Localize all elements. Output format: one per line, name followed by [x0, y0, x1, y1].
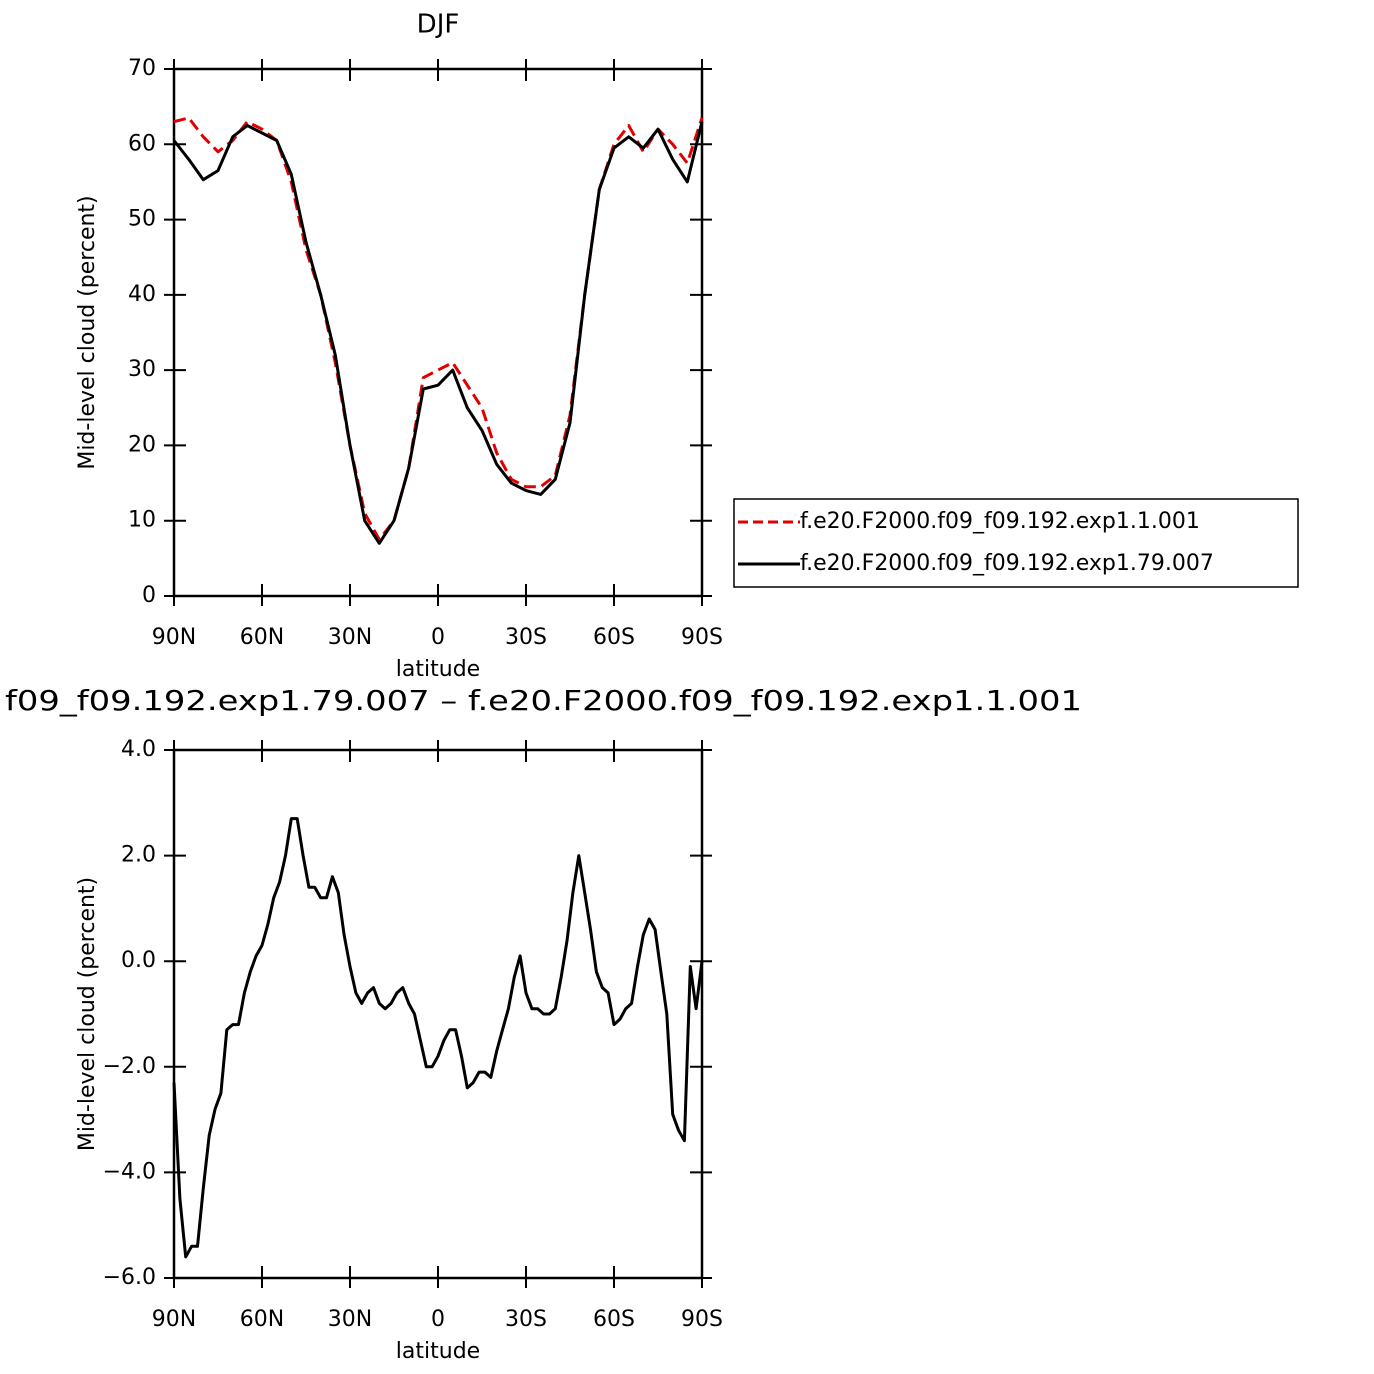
x-axis-label: latitude — [396, 1339, 480, 1364]
x-tick-label: 90S — [681, 625, 723, 650]
x-tick-label: 60N — [240, 1307, 284, 1332]
x-tick-label: 90N — [152, 1307, 196, 1332]
legend-label: f.e20.F2000.f09_f09.192.exp1.79.007 — [800, 551, 1214, 576]
legend-label: f.e20.F2000.f09_f09.192.exp1.1.001 — [800, 509, 1200, 534]
plot-frame — [172, 67, 704, 598]
y-tick-label: −6.0 — [103, 1265, 156, 1290]
x-tick-label: 90S — [681, 1307, 723, 1332]
x-tick-label: 0 — [431, 1307, 445, 1332]
y-tick-label: 0.0 — [121, 948, 156, 973]
y-tick-label: 50 — [128, 207, 156, 232]
x-tick-label: 0 — [431, 625, 445, 650]
x-tick-label: 60N — [240, 625, 284, 650]
y-tick-label: −2.0 — [103, 1054, 156, 1079]
chart-title: f09_f09.192.exp1.79.007 – f.e20.F2000.f0… — [5, 684, 1082, 717]
y-tick-label: 4.0 — [121, 737, 156, 762]
y-tick-label: 60 — [128, 131, 156, 156]
x-axis-label: latitude — [396, 657, 480, 682]
x-tick-label: 30S — [505, 625, 547, 650]
data-line — [172, 121, 704, 545]
y-tick-label: 30 — [128, 357, 156, 382]
y-tick-label: 20 — [128, 432, 156, 457]
y-tick-label: 10 — [128, 508, 156, 533]
y-axis-label: Mid-level cloud (percent) — [75, 195, 100, 469]
x-tick-label: 60S — [593, 1307, 635, 1332]
y-axis-label: Mid-level cloud (percent) — [75, 877, 100, 1151]
x-tick-label: 30N — [328, 625, 372, 650]
x-tick-label: 30S — [505, 1307, 547, 1332]
x-tick-label: 90N — [152, 625, 196, 650]
y-tick-label: −4.0 — [103, 1159, 156, 1184]
y-tick-label: 40 — [128, 282, 156, 307]
legend-box — [733, 498, 1299, 588]
x-tick-label: 60S — [593, 625, 635, 650]
y-tick-label: 70 — [128, 56, 156, 81]
x-tick-label: 30N — [328, 1307, 372, 1332]
chart-title: DJF — [417, 10, 460, 40]
data-line — [172, 817, 704, 1259]
y-tick-label: 0 — [142, 583, 156, 608]
data-line — [173, 116, 704, 541]
y-tick-label: 2.0 — [121, 843, 156, 868]
